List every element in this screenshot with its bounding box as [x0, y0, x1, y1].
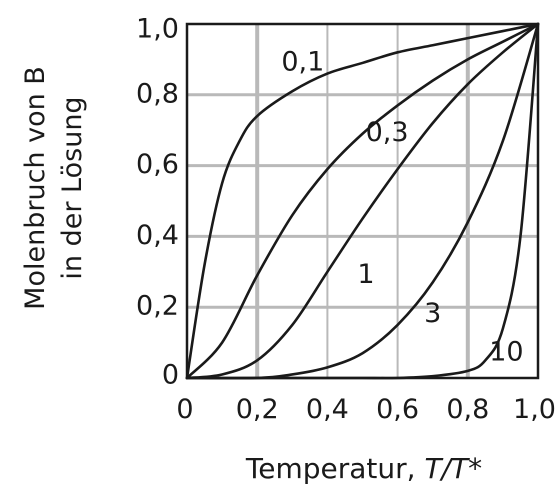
x-tick-labels: 0 0,2 0,4 0,6 0,8 1,0 — [176, 394, 556, 425]
x-tick-label-5: 1,0 — [513, 394, 556, 425]
series-curve-2 — [185, 22, 540, 380]
y-axis-label-line-1: Molenbruch von B — [20, 66, 51, 310]
curves — [185, 22, 540, 380]
curve-label-3: 3 — [424, 298, 441, 329]
y-tick-label-1: 0,2 — [136, 291, 179, 322]
curve-label-1: 0,3 — [366, 117, 409, 148]
x-axis-label-suffix: * — [468, 452, 482, 485]
series-curve-0 — [185, 22, 540, 380]
series-curve-3 — [185, 22, 540, 380]
x-tick-label-4: 0,8 — [446, 394, 489, 425]
y-tick-label-2: 0,4 — [136, 220, 179, 251]
y-tick-label-4: 0,8 — [136, 78, 179, 109]
plot-frame — [185, 22, 540, 380]
series-curve-4 — [185, 22, 540, 380]
grid — [187, 24, 538, 378]
x-tick-label-3: 0,6 — [376, 394, 419, 425]
y-axis-label-line-2: in der Lösung — [57, 96, 88, 279]
y-tick-label-0: 0 — [162, 360, 179, 391]
x-axis-label-prefix: Temperatur, — [245, 452, 425, 485]
curve-label-2: 1 — [357, 259, 374, 290]
y-tick-label-3: 0,6 — [136, 149, 179, 180]
x-tick-label-0: 0 — [176, 394, 193, 425]
curve-labels: 0,1 0,3 1 3 10 — [281, 46, 523, 367]
x-tick-label-2: 0,4 — [306, 394, 349, 425]
y-tick-label-5: 1,0 — [136, 14, 179, 45]
y-tick-labels: 0 0,2 0,4 0,6 0,8 1,0 — [136, 14, 179, 391]
curve-label-4: 10 — [489, 337, 523, 368]
x-axis-label: Temperatur, T/T* — [245, 452, 482, 485]
series-curve-1 — [185, 22, 540, 380]
x-tick-label-1: 0,2 — [236, 394, 279, 425]
curve-label-0: 0,1 — [281, 46, 324, 77]
x-axis-label-italic: T/T — [424, 452, 470, 485]
